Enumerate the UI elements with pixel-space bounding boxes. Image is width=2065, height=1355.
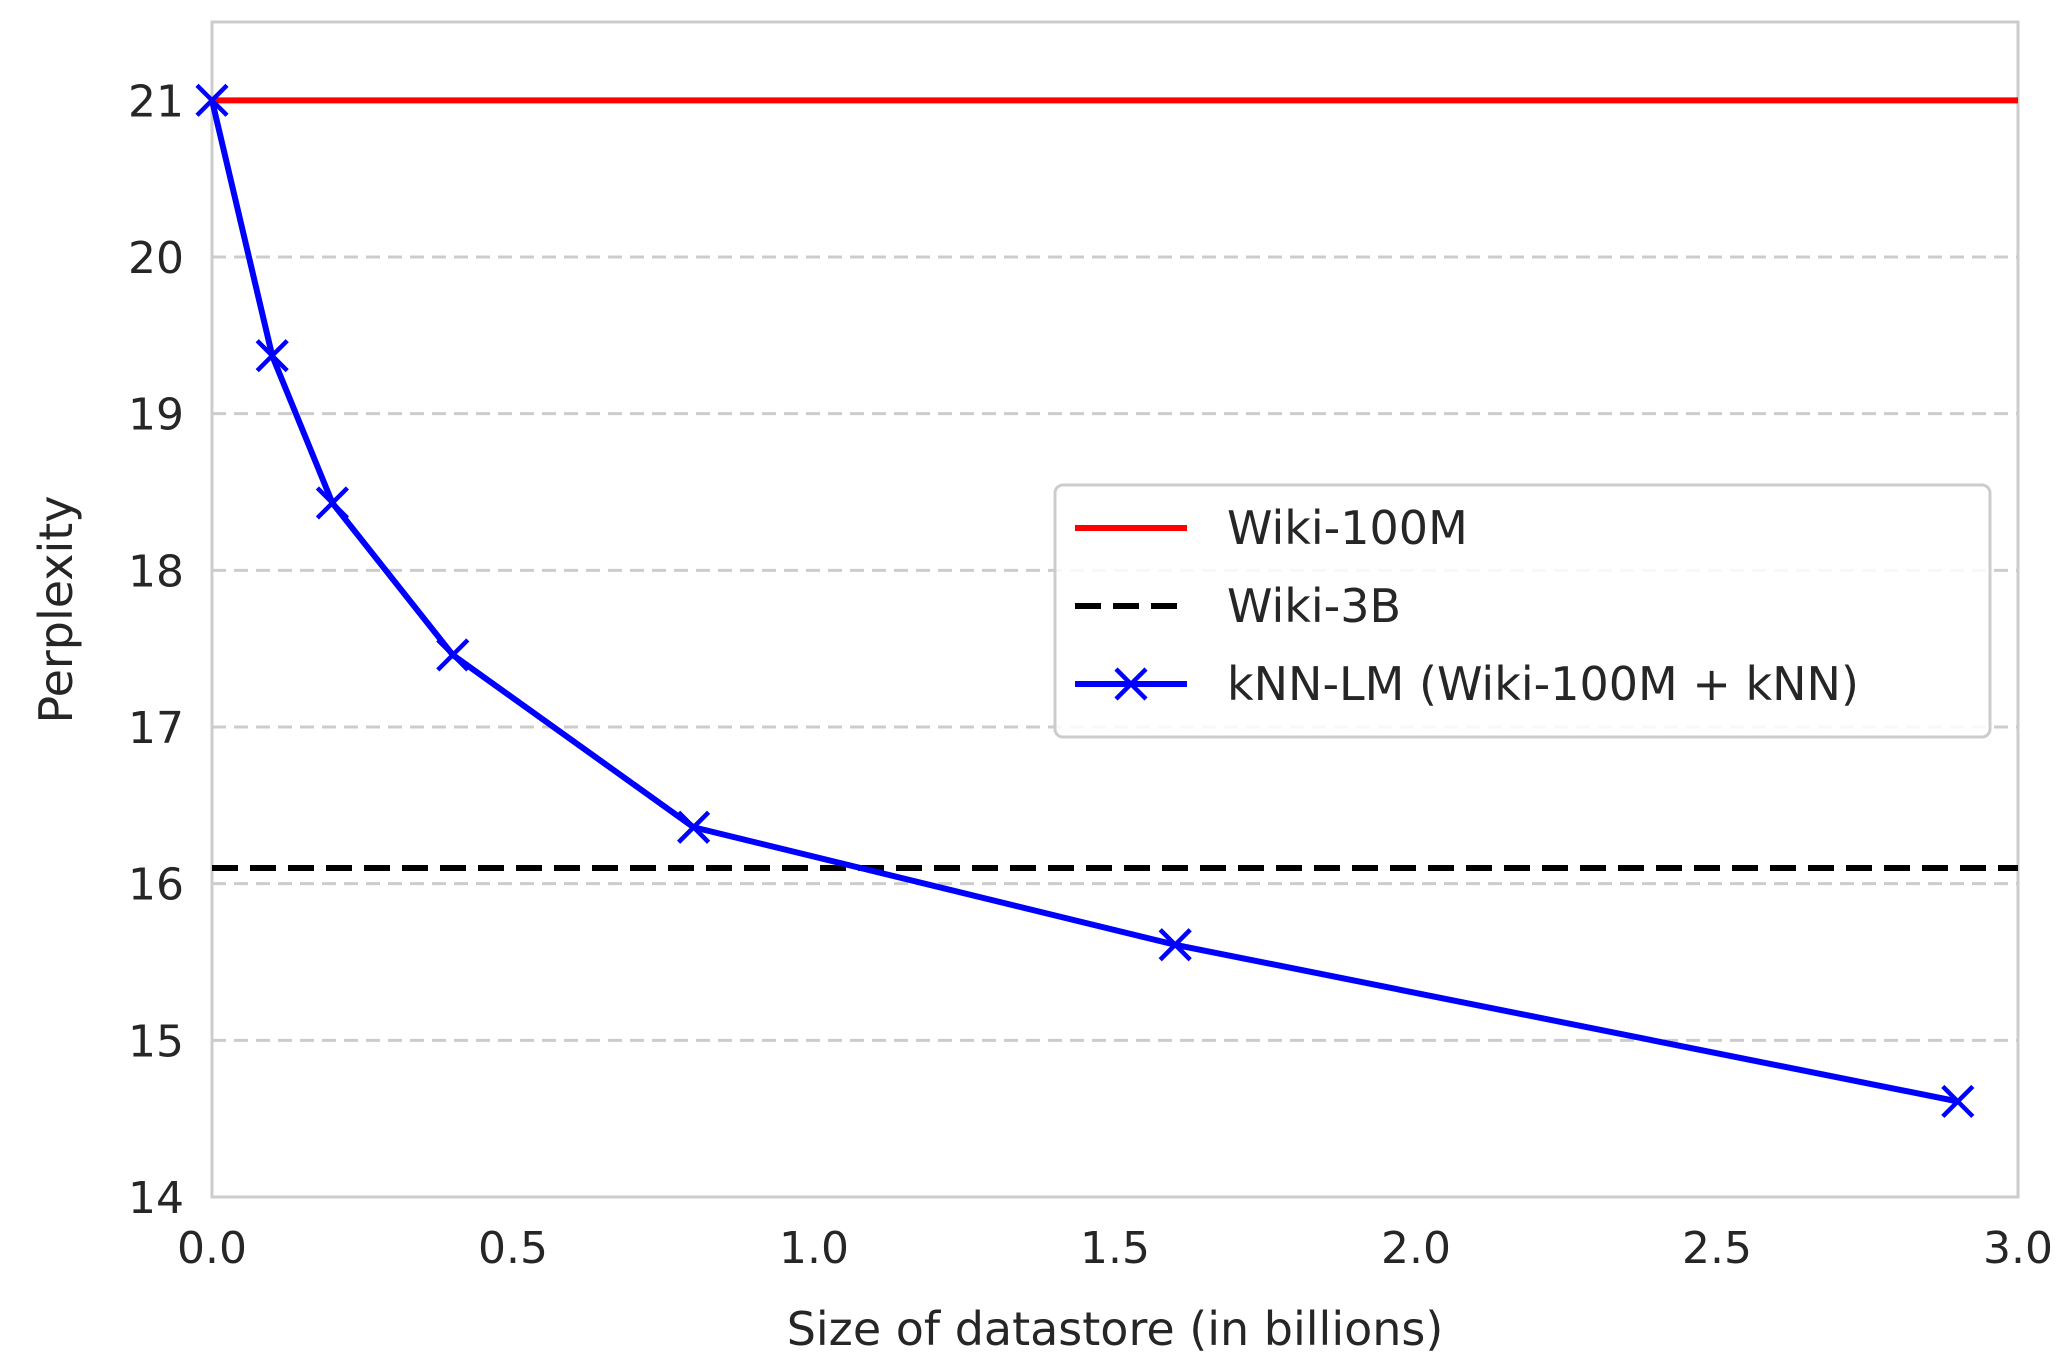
x-marker <box>255 339 289 373</box>
plot-frame <box>210 20 2020 1199</box>
x-tick-label: 1.5 <box>1080 1223 1150 1274</box>
x-tick-label: 2.0 <box>1381 1223 1451 1274</box>
y-tick-label: 19 <box>128 390 184 441</box>
legend: Wiki-100M Wiki-3B kNN-LM (Wiki-100M + kNN) <box>1053 483 1992 739</box>
y-tick-label: 17 <box>128 703 184 754</box>
y-tick-label: 20 <box>128 233 184 284</box>
legend-box <box>1053 483 1992 739</box>
x-axis-label: Size of datastore (in billions) <box>787 1302 1444 1355</box>
x-marker <box>1158 928 1192 962</box>
y-axis-label: Perplexity <box>29 495 83 723</box>
x-marker <box>1114 667 1148 701</box>
x-marker <box>1941 1084 1975 1119</box>
y-tick-label: 14 <box>128 1173 184 1224</box>
x-marker <box>195 83 229 117</box>
x-tick-label: 0.0 <box>177 1223 247 1274</box>
y-tick-label: 21 <box>128 76 184 127</box>
series-group <box>195 83 2018 1119</box>
x-marker <box>315 486 349 520</box>
y-tick-label: 16 <box>128 860 184 911</box>
x-tick-label: 1.0 <box>779 1223 849 1274</box>
x-axis: 0.0 0.5 1.0 1.5 2.0 2.5 3.0 <box>177 1223 2053 1274</box>
x-marker <box>677 810 711 844</box>
y-axis: 14 15 16 17 18 19 20 21 <box>128 76 184 1224</box>
legend-label: kNN-LM (Wiki-100M + kNN) <box>1227 657 1859 711</box>
x-marker <box>436 638 470 672</box>
legend-label: Wiki-3B <box>1227 579 1401 633</box>
legend-label: Wiki-100M <box>1227 501 1468 555</box>
y-tick-label: 18 <box>128 546 184 597</box>
x-tick-label: 0.5 <box>478 1223 548 1274</box>
x-tick-label: 2.5 <box>1682 1223 1752 1274</box>
y-tick-label: 15 <box>128 1016 184 1067</box>
x-tick-label: 3.0 <box>1983 1223 2053 1274</box>
